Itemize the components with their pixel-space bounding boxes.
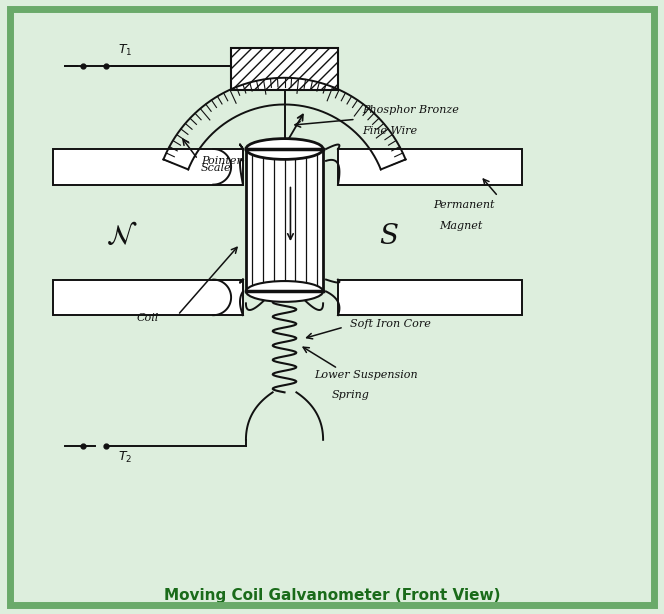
Text: Fine Wire: Fine Wire <box>362 126 417 136</box>
Ellipse shape <box>246 281 323 302</box>
Text: Pointer: Pointer <box>201 156 242 166</box>
FancyBboxPatch shape <box>246 149 323 292</box>
FancyBboxPatch shape <box>231 48 338 90</box>
Text: S: S <box>380 223 398 250</box>
Text: Spring: Spring <box>332 391 370 400</box>
FancyBboxPatch shape <box>338 279 522 315</box>
FancyBboxPatch shape <box>53 149 243 185</box>
Text: $T_2$: $T_2$ <box>118 449 133 465</box>
Text: Phosphor Bronze: Phosphor Bronze <box>362 106 459 115</box>
FancyBboxPatch shape <box>338 149 522 185</box>
FancyBboxPatch shape <box>53 279 243 315</box>
Text: $T_1$: $T_1$ <box>118 43 133 58</box>
Text: Moving Coil Galvanometer (Front View): Moving Coil Galvanometer (Front View) <box>164 588 500 603</box>
Text: Magnet: Magnet <box>439 221 482 231</box>
Text: Lower Suspension: Lower Suspension <box>314 370 418 379</box>
Ellipse shape <box>246 139 323 160</box>
Text: Permanent: Permanent <box>433 200 495 211</box>
Text: $\mathcal{N}$: $\mathcal{N}$ <box>106 222 138 250</box>
Text: Coil: Coil <box>136 313 159 323</box>
Text: Scale: Scale <box>201 163 232 173</box>
Text: Soft Iron Core: Soft Iron Core <box>350 319 431 329</box>
